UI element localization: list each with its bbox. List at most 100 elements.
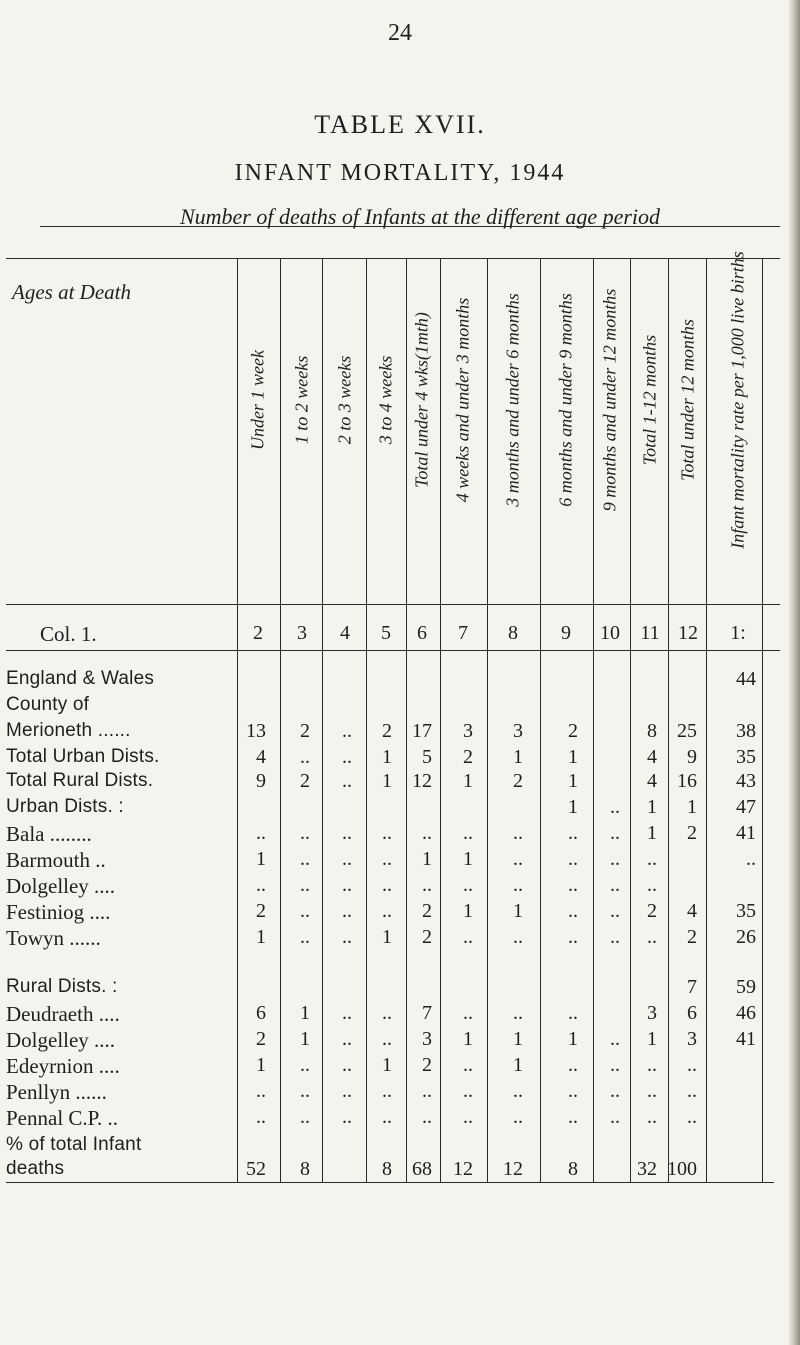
table-cell: .. <box>610 822 620 844</box>
table-cell: .. <box>610 1054 620 1076</box>
table-cell: .. <box>568 1054 578 1076</box>
table-cell: .. <box>382 1106 392 1128</box>
table-cell: .. <box>568 1106 578 1128</box>
table-cell: 1 <box>256 1054 266 1076</box>
table-cell: 2 <box>463 746 473 768</box>
column-header-10: 9 months and under 12 months <box>599 288 620 512</box>
row-label: Pennal C.P. .. <box>6 1106 119 1130</box>
table-cell: 12 <box>453 1158 473 1180</box>
table-cell: 2 <box>422 900 432 922</box>
column-number-13: 1: <box>730 622 746 644</box>
column-rule-2 <box>280 258 281 1182</box>
table-cell: .. <box>300 1054 310 1076</box>
table-cell: .. <box>422 1106 432 1128</box>
table-cell: 2 <box>687 822 697 844</box>
column-number-3: 3 <box>297 622 307 644</box>
table-cell: .. <box>342 822 352 844</box>
table-cell: .. <box>463 926 473 948</box>
table-cell: 2 <box>422 1054 432 1076</box>
table-cell: .. <box>300 874 310 896</box>
table-cell: 4 <box>687 900 697 922</box>
table-cell: .. <box>463 1054 473 1076</box>
table-cell: 1 <box>256 848 266 870</box>
table-cell: .. <box>342 900 352 922</box>
table-cell: 16 <box>677 770 697 792</box>
table-cell: 4 <box>647 746 657 768</box>
table-cell: 5 <box>422 746 432 768</box>
table-cell: 1 <box>422 848 432 870</box>
table-cell: 1 <box>568 770 578 792</box>
table-cell: 100 <box>667 1158 697 1180</box>
table-cell: .. <box>342 1002 352 1024</box>
table-cell: 2 <box>647 900 657 922</box>
column-rule-12 <box>706 258 707 1182</box>
table-cell: 1 <box>382 1054 392 1076</box>
table-cell: .. <box>687 1106 697 1128</box>
column-number-7: 7 <box>458 622 468 644</box>
header-bottom-rule <box>6 604 780 605</box>
column-rule-4 <box>366 258 367 1182</box>
table-cell: .. <box>610 926 620 948</box>
column-header-9: 6 months and under 9 months <box>555 293 576 507</box>
table-cell: 3 <box>513 720 523 742</box>
column-header-4: 2 to 3 weeks <box>334 355 355 445</box>
column-header-2: Under 1 week <box>247 350 268 450</box>
column-header-6: Total under 4 wks(1mth) <box>411 312 432 488</box>
table-cell: 1 <box>463 848 473 870</box>
table-cell: .. <box>342 770 352 792</box>
table-cell: 4 <box>647 770 657 792</box>
table-cell: 3 <box>463 720 473 742</box>
table-cell: 12 <box>412 770 432 792</box>
table-cell: 2 <box>422 926 432 948</box>
table-cell: 46 <box>736 1002 756 1024</box>
caption-underline <box>40 226 780 227</box>
column-rule-8 <box>540 258 541 1182</box>
column-rule-10 <box>630 258 631 1182</box>
table-cell: 2 <box>256 900 266 922</box>
table-cell: 25 <box>677 720 697 742</box>
table-cell: 1 <box>647 796 657 818</box>
table-cell: 2 <box>300 720 310 742</box>
table-cell: .. <box>513 926 523 948</box>
table-cell: 47 <box>736 796 756 818</box>
table-cell: 12 <box>503 1158 523 1180</box>
table-cell: .. <box>382 874 392 896</box>
table-cell: 1 <box>513 1028 523 1050</box>
row-label: Towyn ...... <box>6 926 101 950</box>
table-cell: .. <box>300 900 310 922</box>
header-top-rule <box>6 258 780 259</box>
table-cell: 38 <box>736 720 756 742</box>
table-cell: 4 <box>256 746 266 768</box>
table-cell: .. <box>382 822 392 844</box>
table-cell: 9 <box>687 746 697 768</box>
table-cell: .. <box>746 848 756 870</box>
table-cell: .. <box>568 848 578 870</box>
table-cell: .. <box>382 1080 392 1102</box>
table-cell: .. <box>300 1106 310 1128</box>
table-cell: .. <box>422 874 432 896</box>
table-cell: 1 <box>463 900 473 922</box>
table-cell: 59 <box>736 976 756 998</box>
table-cell: .. <box>422 822 432 844</box>
table-cell: .. <box>568 1080 578 1102</box>
row-label: Penllyn ...... <box>6 1080 107 1104</box>
table-cell: 7 <box>422 1002 432 1024</box>
table-cell: .. <box>422 1080 432 1102</box>
table-cell: 7 <box>687 976 697 998</box>
row-label: Urban Dists. : <box>6 796 124 817</box>
table-cell: .. <box>513 1106 523 1128</box>
row-label: Rural Dists. : <box>6 976 118 997</box>
column-number-rule <box>6 650 780 651</box>
table-cell: .. <box>256 1106 266 1128</box>
table-cell: .. <box>300 848 310 870</box>
column-rule-13 <box>762 258 763 1182</box>
table-cell: .. <box>513 874 523 896</box>
table-cell: 3 <box>647 1002 657 1024</box>
column-rule-3 <box>322 258 323 1182</box>
table-cell: .. <box>256 1080 266 1102</box>
column-header-7: 4 weeks and under 3 months <box>452 297 473 503</box>
column-header-12: Total under 12 months <box>677 319 698 481</box>
table-cell: .. <box>300 746 310 768</box>
column-number-5: 5 <box>381 622 391 644</box>
